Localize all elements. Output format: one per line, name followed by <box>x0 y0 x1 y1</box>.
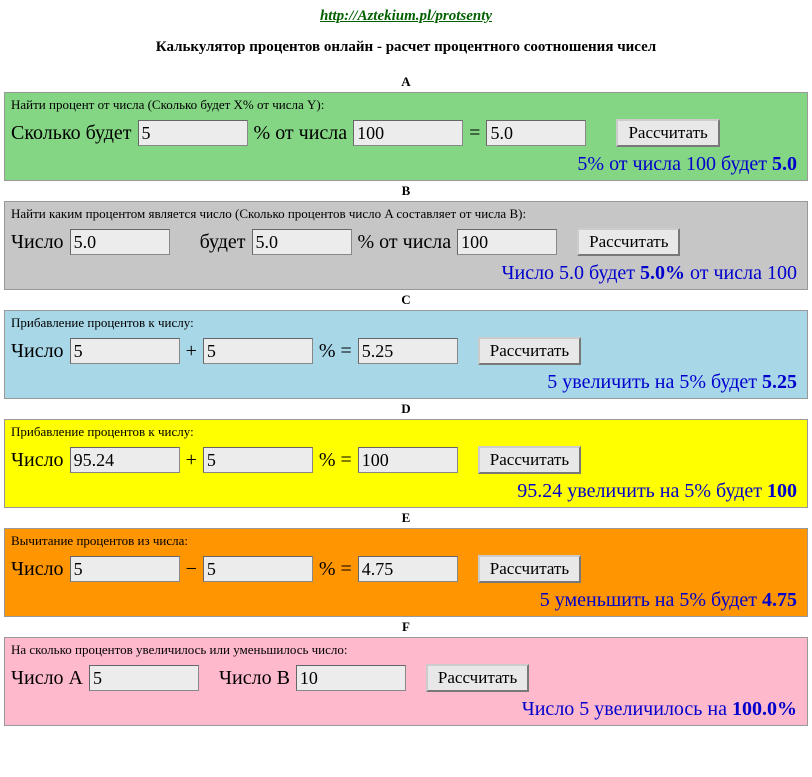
calculate-button-b[interactable]: Рассчитать <box>577 228 680 256</box>
input-e-percent[interactable] <box>203 556 313 582</box>
result-line-b: Число 5.0 будет 5.0% от числа 100 <box>11 260 801 285</box>
label-a-2: % от числа <box>254 122 348 145</box>
panel-a: Найти процент от числа (Сколько будет X%… <box>4 92 808 181</box>
input-f-b[interactable] <box>296 665 406 691</box>
section-letter-e: E <box>4 510 808 526</box>
result-d-bold: 100 <box>767 480 797 502</box>
label-c-2: + <box>186 340 197 363</box>
input-a-percent[interactable] <box>138 120 248 146</box>
hint-d: Прибавление процентов к числу: <box>11 424 801 440</box>
calculate-button-c[interactable]: Рассчитать <box>478 337 581 365</box>
section-letter-f: F <box>4 619 808 635</box>
panel-f: На сколько процентов увеличилось или уме… <box>4 637 808 726</box>
calc-row-f: Число A Число B Рассчитать <box>11 664 801 692</box>
output-c-result[interactable] <box>358 338 458 364</box>
input-b-base[interactable] <box>457 229 557 255</box>
input-c-number[interactable] <box>70 338 180 364</box>
result-line-a: 5% от числа 100 будет 5.0 <box>11 151 801 176</box>
section-letter-c: C <box>4 292 808 308</box>
result-b-post: от числа 100 <box>685 262 797 284</box>
panel-e: Вычитание процентов из числа: Число − % … <box>4 528 808 617</box>
panel-d: Прибавление процентов к числу: Число + %… <box>4 419 808 508</box>
calculate-button-e[interactable]: Рассчитать <box>478 555 581 583</box>
result-line-f: Число 5 увеличилось на 100.0% <box>11 696 801 721</box>
output-e-result[interactable] <box>358 556 458 582</box>
input-e-number[interactable] <box>70 556 180 582</box>
result-f-text: Число 5 увеличилось на <box>522 698 732 720</box>
label-a-1: Сколько будет <box>11 122 132 145</box>
label-b-3: % от числа <box>358 231 452 254</box>
calc-row-c: Число + % = Рассчитать <box>11 337 801 365</box>
label-d-2: + <box>186 449 197 472</box>
label-e-3: % = <box>319 558 352 581</box>
section-letter-d: D <box>4 401 808 417</box>
input-c-percent[interactable] <box>203 338 313 364</box>
result-f-bold: 100.0% <box>732 698 797 720</box>
result-b-text: Число 5.0 будет <box>502 262 641 284</box>
label-c-3: % = <box>319 340 352 363</box>
hint-c: Прибавление процентов к числу: <box>11 315 801 331</box>
output-b-percent[interactable] <box>252 229 352 255</box>
result-a-text: 5% от числа 100 будет <box>577 153 772 175</box>
hint-a: Найти процент от числа (Сколько будет X%… <box>11 97 801 113</box>
calculate-button-a[interactable]: Рассчитать <box>616 119 719 147</box>
label-f-2: Число B <box>219 667 290 690</box>
label-d-1: Число <box>11 449 64 472</box>
result-e-bold: 4.75 <box>762 589 797 611</box>
input-d-number[interactable] <box>70 447 180 473</box>
calc-row-a: Сколько будет % от числа = Рассчитать <box>11 119 801 147</box>
input-b-number[interactable] <box>70 229 170 255</box>
result-b-bold: 5.0% <box>640 262 685 284</box>
label-b-2: будет <box>200 231 246 254</box>
output-d-result[interactable] <box>358 447 458 473</box>
result-d-text: 95.24 увеличить на 5% будет <box>517 480 767 502</box>
hint-e: Вычитание процентов из числа: <box>11 533 801 549</box>
calc-row-e: Число − % = Рассчитать <box>11 555 801 583</box>
calc-row-b: Число будет % от числа Рассчитать <box>11 228 801 256</box>
panel-b: Найти каким процентом является число (Ск… <box>4 201 808 290</box>
hint-b: Найти каким процентом является число (Ск… <box>11 206 801 222</box>
label-a-3: = <box>469 122 480 145</box>
header-url[interactable]: http://Aztekium.pl/protsenty <box>4 8 808 25</box>
section-letter-a: A <box>4 74 808 90</box>
label-d-3: % = <box>319 449 352 472</box>
result-a-bold: 5.0 <box>772 153 797 175</box>
calc-row-d: Число + % = Рассчитать <box>11 446 801 474</box>
result-line-d: 95.24 увеличить на 5% будет 100 <box>11 478 801 503</box>
input-f-a[interactable] <box>89 665 199 691</box>
result-line-e: 5 уменьшить на 5% будет 4.75 <box>11 587 801 612</box>
calculate-button-f[interactable]: Рассчитать <box>426 664 529 692</box>
result-e-text: 5 уменьшить на 5% будет <box>540 589 762 611</box>
output-a-result[interactable] <box>486 120 586 146</box>
label-e-1: Число <box>11 558 64 581</box>
input-d-percent[interactable] <box>203 447 313 473</box>
result-c-text: 5 увеличить на 5% будет <box>547 371 762 393</box>
input-a-number[interactable] <box>353 120 463 146</box>
result-line-c: 5 увеличить на 5% будет 5.25 <box>11 369 801 394</box>
calculate-button-d[interactable]: Рассчитать <box>478 446 581 474</box>
page-title: Калькулятор процентов онлайн - расчет пр… <box>4 39 808 56</box>
label-c-1: Число <box>11 340 64 363</box>
result-c-bold: 5.25 <box>762 371 797 393</box>
label-e-2: − <box>186 558 197 581</box>
label-f-1: Число A <box>11 667 83 690</box>
hint-f: На сколько процентов увеличилось или уме… <box>11 642 801 658</box>
label-b-1: Число <box>11 231 64 254</box>
section-letter-b: B <box>4 183 808 199</box>
panel-c: Прибавление процентов к числу: Число + %… <box>4 310 808 399</box>
